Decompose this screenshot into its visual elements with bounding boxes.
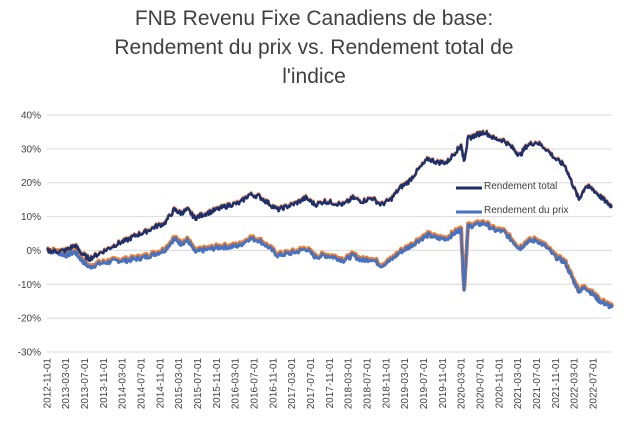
legend: Rendement total Rendement du prix [456,181,569,216]
x-tick-label: 2014-07-01 [136,358,147,410]
legend-label: Rendement total [484,181,557,192]
y-axis-ticks: -30% -20% -10% 0% 10% 20% 30% 40% [18,111,41,359]
x-tick-label: 2018-03-01 [344,358,355,410]
series-line-rendement-du-prix [46,221,614,310]
y-tick-label: 0% [27,246,42,257]
legend-label: Rendement du prix [484,205,569,216]
y-tick-label: 10% [21,212,41,223]
x-tick-label: 2015-07-01 [193,358,204,410]
x-tick-label: 2019-03-01 [400,358,411,410]
x-tick-label: 2013-07-01 [80,358,91,410]
chart-title-line-2: Rendement du prix vs. Rendement total de [114,36,514,59]
x-tick-label: 2014-03-01 [118,358,129,410]
series-lines [45,129,614,310]
x-tick-label: 2014-11-01 [155,358,166,409]
x-tick-label: 2017-11-01 [325,358,336,409]
x-tick-label: 2021-11-01 [551,358,562,409]
gridlines [47,114,612,353]
x-tick-label: 2020-11-01 [495,358,506,409]
y-tick-label: -30% [18,348,41,359]
x-tick-label: 2018-11-01 [381,358,392,409]
chart-title: FNB Revenu Fixe Canadiens de base: Rende… [0,4,628,91]
x-tick-label: 2019-11-01 [438,358,449,409]
x-tick-label: 2013-11-01 [99,358,110,409]
chart-title-line-3: l'indice [282,65,346,88]
series-line-rendement-total [46,130,613,262]
x-tick-label: 2012-11-01 [43,358,54,409]
x-tick-label: 2022-03-01 [570,358,581,410]
chart-title-line-1: FNB Revenu Fixe Canadiens de base: [134,7,494,30]
x-tick-label: 2020-07-01 [476,358,487,410]
x-tick-label: 2016-03-01 [231,358,242,410]
y-tick-label: 20% [21,178,41,189]
x-tick-label: 2016-07-01 [250,358,261,410]
x-tick-label: 2018-07-01 [362,358,373,410]
x-tick-label: 2017-07-01 [306,358,317,410]
y-tick-label: 40% [21,111,41,122]
x-tick-label: 2016-11-01 [269,358,280,409]
x-tick-label: 2021-07-01 [532,358,543,410]
x-tick-label: 2019-07-01 [419,358,430,410]
x-tick-label: 2021-03-01 [513,358,524,410]
y-tick-label: -20% [18,314,41,325]
x-tick-label: 2015-11-01 [212,358,223,409]
y-tick-label: 30% [21,144,41,155]
x-tick-label: 2015-03-01 [174,358,185,410]
x-tick-label: 2013-03-01 [61,358,72,410]
x-axis-ticks: 2012-11-01 2013-03-01 2013-07-01 2013-11-01… [43,358,600,410]
y-tick-label: -10% [18,280,41,291]
x-tick-label: 2017-03-01 [287,358,298,410]
x-tick-label: 2020-03-01 [457,358,468,410]
x-tick-label: 2022-07-01 [588,358,599,410]
